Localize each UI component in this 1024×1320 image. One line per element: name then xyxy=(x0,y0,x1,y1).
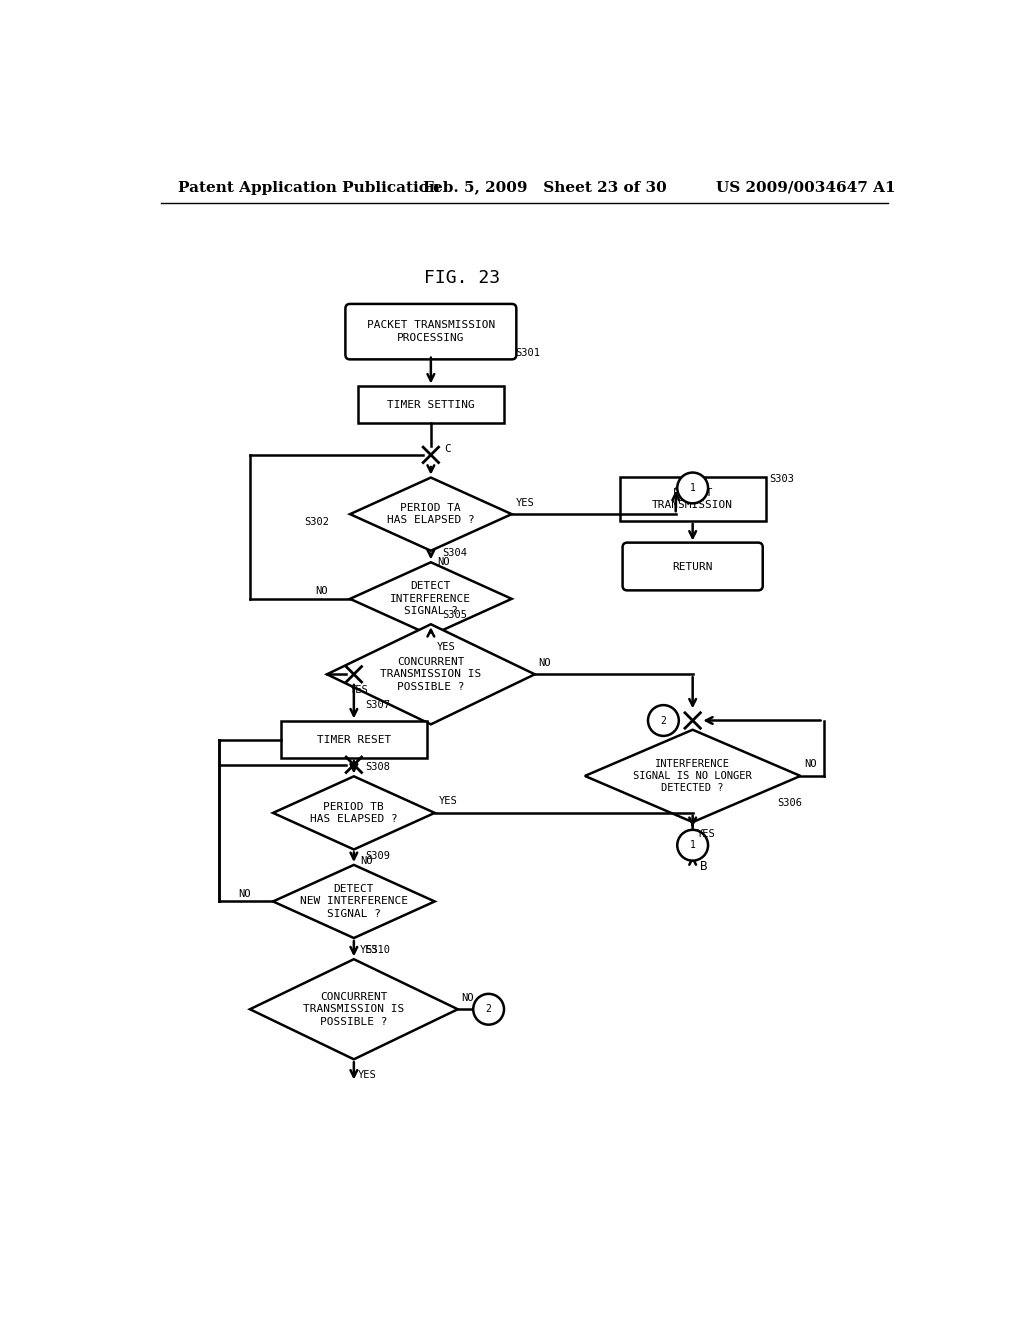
Text: NO: NO xyxy=(437,557,450,568)
Text: US 2009/0034647 A1: US 2009/0034647 A1 xyxy=(716,181,895,194)
Text: S302: S302 xyxy=(304,517,329,527)
FancyBboxPatch shape xyxy=(345,304,516,359)
Text: RETURN: RETURN xyxy=(673,561,713,572)
Text: Feb. 5, 2009   Sheet 23 of 30: Feb. 5, 2009 Sheet 23 of 30 xyxy=(423,181,667,194)
Text: NO: NO xyxy=(539,657,551,668)
Text: S303: S303 xyxy=(770,474,795,484)
Polygon shape xyxy=(350,562,512,635)
Text: S301: S301 xyxy=(515,348,541,358)
Bar xyxy=(620,477,766,521)
Text: YES: YES xyxy=(360,945,379,954)
Circle shape xyxy=(677,830,708,861)
Text: S307: S307 xyxy=(366,700,390,710)
Text: C: C xyxy=(444,444,452,454)
Text: TIMER RESET: TIMER RESET xyxy=(316,735,391,744)
Text: YES: YES xyxy=(350,685,369,694)
FancyBboxPatch shape xyxy=(623,543,763,590)
Text: S304: S304 xyxy=(442,548,467,558)
Text: NO: NO xyxy=(315,586,328,597)
Text: YES: YES xyxy=(438,796,458,807)
Text: DETECT
INTERFERENCE
SIGNAL ?: DETECT INTERFERENCE SIGNAL ? xyxy=(390,581,471,616)
Bar xyxy=(281,721,427,758)
Polygon shape xyxy=(327,624,535,725)
Text: NO: NO xyxy=(804,759,817,770)
Text: NO: NO xyxy=(239,888,251,899)
Text: TIMER SETTING: TIMER SETTING xyxy=(387,400,475,409)
Text: Patent Application Publication: Patent Application Publication xyxy=(178,181,440,194)
Text: PERIOD TA
HAS ELAPSED ?: PERIOD TA HAS ELAPSED ? xyxy=(387,503,475,525)
Text: 2: 2 xyxy=(660,715,667,726)
Text: CONCURRENT
TRANSMISSION IS
POSSIBLE ?: CONCURRENT TRANSMISSION IS POSSIBLE ? xyxy=(303,991,404,1027)
Polygon shape xyxy=(250,960,458,1059)
Polygon shape xyxy=(273,865,435,939)
Text: B: B xyxy=(700,861,708,874)
Circle shape xyxy=(677,473,708,503)
Text: CONCURRENT
TRANSMISSION IS
POSSIBLE ?: CONCURRENT TRANSMISSION IS POSSIBLE ? xyxy=(380,657,481,692)
Text: YES: YES xyxy=(437,642,456,652)
Text: 1: 1 xyxy=(690,483,695,492)
Text: S306: S306 xyxy=(777,797,803,808)
Text: S305: S305 xyxy=(442,610,467,620)
Text: 1: 1 xyxy=(690,841,695,850)
Text: NO: NO xyxy=(360,857,373,866)
Circle shape xyxy=(473,994,504,1024)
Polygon shape xyxy=(585,730,801,822)
Text: YES: YES xyxy=(515,498,535,508)
Polygon shape xyxy=(350,478,512,550)
Text: PACKET TRANSMISSION
PROCESSING: PACKET TRANSMISSION PROCESSING xyxy=(367,321,495,343)
Text: NO: NO xyxy=(462,993,474,1003)
Text: S309: S309 xyxy=(366,850,390,861)
Bar xyxy=(357,387,504,424)
Text: INTERFERENCE
SIGNAL IS NO LONGER
DETECTED ?: INTERFERENCE SIGNAL IS NO LONGER DETECTE… xyxy=(633,759,752,793)
Text: DETECT
NEW INTERFERENCE
SIGNAL ?: DETECT NEW INTERFERENCE SIGNAL ? xyxy=(300,884,408,919)
Circle shape xyxy=(648,705,679,737)
Text: PACKET
TRANSMISSION: PACKET TRANSMISSION xyxy=(652,487,733,510)
Polygon shape xyxy=(273,776,435,850)
Text: S310: S310 xyxy=(366,945,390,954)
Text: S308: S308 xyxy=(366,762,390,772)
Text: YES: YES xyxy=(357,1069,377,1080)
Text: PERIOD TB
HAS ELAPSED ?: PERIOD TB HAS ELAPSED ? xyxy=(310,801,397,824)
Text: FIG. 23: FIG. 23 xyxy=(424,269,500,286)
Text: 2: 2 xyxy=(485,1005,492,1014)
Text: YES: YES xyxy=(696,829,715,838)
